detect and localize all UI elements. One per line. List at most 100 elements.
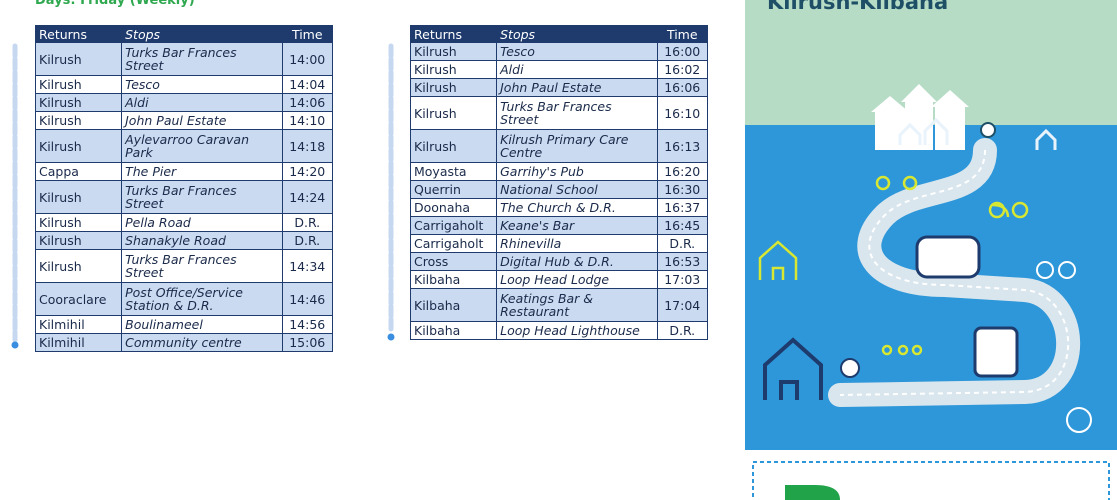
table-cell: John Paul Estate [121,111,283,130]
table-cell: Digital Hub & D.R. [496,252,658,271]
header-cell: Stops [496,25,658,43]
table-cell: Kilrush [409,129,498,163]
table-cell: 14:20 [281,162,333,181]
table-cell: Kilrush [34,231,123,250]
route-title: Kilrush-Kilbaha [767,0,949,14]
table-row: Carrigaholt Rhinevilla D.R. [409,234,708,253]
table-row: Kilrush John Paul Estate 16:06 [409,78,708,97]
header-row: Returns Stops Time [409,25,708,43]
table-cell: 14:34 [281,249,333,283]
table-cell: Rhinevilla [496,234,658,253]
table-cell: 16:13 [656,129,708,163]
table-cell: Kilrush [409,60,498,79]
table-row: Kilrush Aldi 14:06 [34,93,333,112]
table-cell: Pella Road [121,213,283,232]
table-row: Kilrush Turks Bar Frances Street 14:24 [34,180,333,214]
table-cell: 16:00 [656,42,708,61]
table-cell: Kilrush [34,129,123,163]
table-cell: 16:20 [656,162,708,181]
table-cell: Kilbaha [409,321,498,340]
table-row: Cappa The Pier 14:20 [34,162,333,181]
header-row: Returns Stops Time [34,25,333,43]
table-row: Doonaha The Church & D.R. 16:37 [409,198,708,217]
table-cell: Cappa [34,162,123,181]
table-cell: Carrigaholt [409,216,498,235]
table-cell: Tesco [121,75,283,94]
table-cell: Community centre [121,333,283,352]
table-cell: 14:10 [281,111,333,130]
table-cell: Kilbaha [409,288,498,322]
route-illustration [745,0,1117,500]
table-cell: Loop Head Lighthouse [496,321,658,340]
table-cell: Boulinameel [121,315,283,334]
table-row: Kilrush John Paul Estate 14:10 [34,111,333,130]
route-panel: Kilrush-Kilbaha [745,0,1117,500]
table-row: Kilrush Kilrush Primary Care Centre 16:13 [409,129,708,163]
table-cell: 16:02 [656,60,708,79]
table-cell: 14:18 [281,129,333,163]
table-cell: 14:56 [281,315,333,334]
table-row: Kilbaha Keatings Bar & Restaurant 17:04 [409,288,708,322]
table-cell: Keane's Bar [496,216,658,235]
table-cell: Kilrush [409,42,498,61]
table-cell: National School [496,180,658,199]
table-cell: Kilrush [34,93,123,112]
table-cell: D.R. [656,321,708,340]
table-row: Kilrush Turks Bar Frances Street 16:10 [409,96,708,130]
header-cell: Time [281,25,333,43]
table-cell: Kilrush [34,111,123,130]
table-cell: 16:10 [656,96,708,130]
table-cell: Moyasta [409,162,498,181]
table-row: Kilrush Tesco 14:04 [34,75,333,94]
table-row: Carrigaholt Keane's Bar 16:45 [409,216,708,235]
timetable: Returns Stops Time Kilrush Turks Bar Frances… [34,25,333,352]
table-cell: Garrihy's Pub [496,162,658,181]
table-row: Kilrush Shanakyle Road D.R. [34,231,333,250]
table-cell: Kilmihil [34,315,123,334]
header-cell: Returns [34,25,123,43]
table-cell: Kilrush [34,213,123,232]
table-cell: 14:24 [281,180,333,214]
table-row: Kilrush Aylevarroo Caravan Park 14:18 [34,129,333,163]
header-cell: Returns [409,25,498,43]
table-cell: 16:37 [656,198,708,217]
table-cell: Shanakyle Road [121,231,283,250]
table-cell: 16:53 [656,252,708,271]
timetable: Returns Stops Time Kilrush Tesco 16:00 Kilrush… [409,25,708,340]
table-row: Kilrush Pella Road D.R. [34,213,333,232]
table-row: Kilbaha Loop Head Lighthouse D.R. [409,321,708,340]
table-row: Moyasta Garrihy's Pub 16:20 [409,162,708,181]
table-cell: Querrin [409,180,498,199]
table-cell: D.R. [656,234,708,253]
table-cell: Kilrush [34,75,123,94]
header-cell: Stops [121,25,283,43]
table-cell: Turks Bar Frances Street [121,249,283,283]
table-row: Kilrush Turks Bar Frances Street 14:00 [34,42,333,76]
table-row: Kilrush Turks Bar Frances Street 14:34 [34,249,333,283]
table-cell: 16:06 [656,78,708,97]
table-cell: Carrigaholt [409,234,498,253]
days-heading: Days: Friday (Weekly) [35,0,195,8]
table-cell: John Paul Estate [496,78,658,97]
table-cell: Kilrush [34,42,123,76]
table-cell: 14:46 [281,282,333,316]
table-cell: 16:30 [656,180,708,199]
table-cell: D.R. [281,213,333,232]
table-row: Kilmihil Boulinameel 14:56 [34,315,333,334]
table-cell: Keatings Bar & Restaurant [496,288,658,322]
table-cell: Kilrush [409,96,498,130]
table-row: Kilmihil Community centre 15:06 [34,333,333,352]
table-row: Querrin National School 16:30 [409,180,708,199]
table-cell: Doonaha [409,198,498,217]
table-cell: The Church & D.R. [496,198,658,217]
table-cell: Aylevarroo Caravan Park [121,129,283,163]
timeline-decoration [11,43,395,349]
table-cell: Loop Head Lodge [496,270,658,289]
table-row: Cooraclare Post Office/Service Station & … [34,282,333,316]
table-cell: 17:03 [656,270,708,289]
header-cell: Time [656,25,708,43]
table-cell: Post Office/Service Station & D.R. [121,282,283,316]
table-cell: Aldi [121,93,283,112]
table-cell: 16:45 [656,216,708,235]
